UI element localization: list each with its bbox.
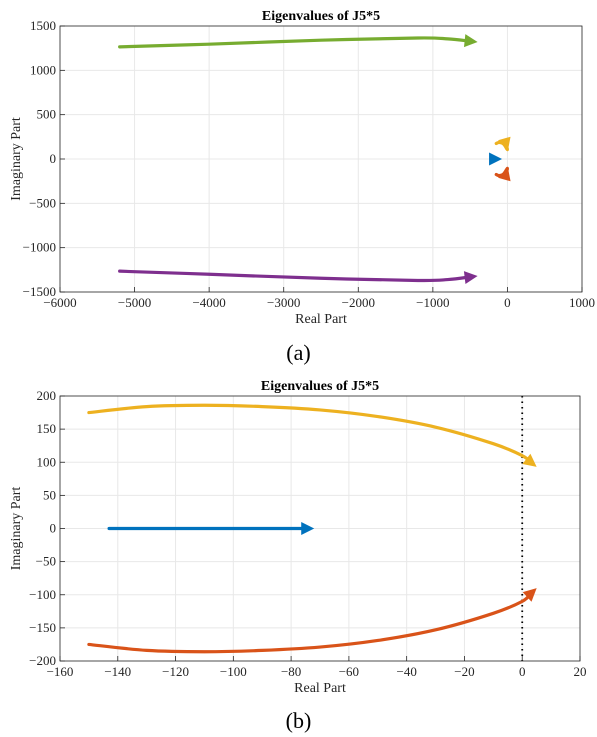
- series-arrowhead: [301, 522, 315, 535]
- chart-panel-b: −160 −140 −120 −100 −80 −60 −40 −20 0 20 −200 −150−…: [0, 368, 597, 737]
- y-axis-label: Imaginary Part: [9, 487, 24, 571]
- series-0: [87, 403, 537, 467]
- x-tick-label: −2000: [342, 295, 375, 310]
- x-tick-label: −40: [396, 664, 416, 679]
- x-tick-label: −80: [281, 664, 301, 679]
- x-axis-label: Real Part: [295, 312, 347, 327]
- series-3: [489, 152, 503, 166]
- chart-panel-a: −6000 −5000 −4000 −3000 −2000 −1000 0 1000 −1500…: [0, 0, 597, 368]
- chart-title: Eigenvalues of J5*5: [262, 9, 380, 24]
- x-tick-label: −140: [104, 664, 131, 679]
- y-tick-label: 0: [50, 521, 57, 536]
- series-1: [118, 269, 478, 285]
- y-tick-label: −100: [29, 587, 56, 602]
- series-line: [87, 591, 533, 654]
- x-tick-label: −100: [220, 664, 247, 679]
- series-arrowhead: [498, 136, 511, 152]
- y-tick-label: 1000: [30, 62, 56, 77]
- series-arrowhead: [463, 34, 478, 48]
- eigenvalue-chart-a: −6000 −5000 −4000 −3000 −2000 −1000 0 1000−1500…: [9, 9, 595, 327]
- caption-b: (b): [285, 708, 312, 733]
- x-tick-label: −1000: [416, 295, 449, 310]
- series-2: [494, 136, 511, 152]
- chart-title: Eigenvalues of J5*5: [261, 379, 379, 394]
- series-1: [107, 522, 315, 535]
- y-tick-label: 100: [37, 454, 57, 469]
- series-arrowhead: [522, 453, 537, 467]
- y-tick-label: 200: [37, 388, 57, 403]
- series-line: [87, 403, 533, 464]
- series-4: [494, 166, 511, 182]
- y-tick-label: −1000: [23, 240, 56, 255]
- eigenvalue-chart-b: −160 −140 −120 −100 −80 −60 −40 −20 0 20−200−150−…: [9, 379, 587, 696]
- x-tick-label: −60: [339, 664, 359, 679]
- series-arrowhead: [489, 152, 503, 166]
- series-arrowhead: [522, 588, 537, 602]
- x-axis-label: Real Part: [294, 681, 346, 696]
- x-tick-label: −120: [162, 664, 189, 679]
- y-tick-label: −1500: [23, 284, 56, 299]
- y-tick-label: 0: [50, 151, 57, 166]
- y-tick-label: −50: [36, 554, 56, 569]
- x-tick-label: −4000: [192, 295, 225, 310]
- y-axis-label: Imaginary Part: [9, 117, 24, 201]
- x-tick-label: −5000: [118, 295, 151, 310]
- x-tick-label: −6000: [43, 295, 76, 310]
- y-tick-label: 500: [37, 107, 57, 122]
- y-tick-label: −200: [29, 653, 56, 668]
- y-tick-label: 1500: [30, 18, 56, 33]
- series-line: [118, 269, 472, 283]
- y-tick-label: 50: [43, 487, 56, 502]
- y-tick-label: −500: [29, 195, 56, 210]
- x-tick-label: −20: [454, 664, 474, 679]
- x-tick-label: −3000: [267, 295, 300, 310]
- series-arrowhead: [498, 166, 511, 182]
- x-tick-label: −160: [47, 664, 74, 679]
- x-tick-label: 0: [504, 295, 511, 310]
- x-tick-label: 20: [574, 664, 587, 679]
- series-2: [87, 588, 537, 654]
- caption-a: (a): [286, 340, 311, 365]
- x-tick-label: 1000: [569, 295, 595, 310]
- series-arrowhead: [463, 271, 478, 285]
- series-0: [118, 34, 478, 49]
- y-tick-label: 150: [37, 421, 57, 436]
- y-tick-label: −150: [29, 620, 56, 635]
- series-line: [118, 36, 472, 49]
- x-tick-label: 0: [519, 664, 526, 679]
